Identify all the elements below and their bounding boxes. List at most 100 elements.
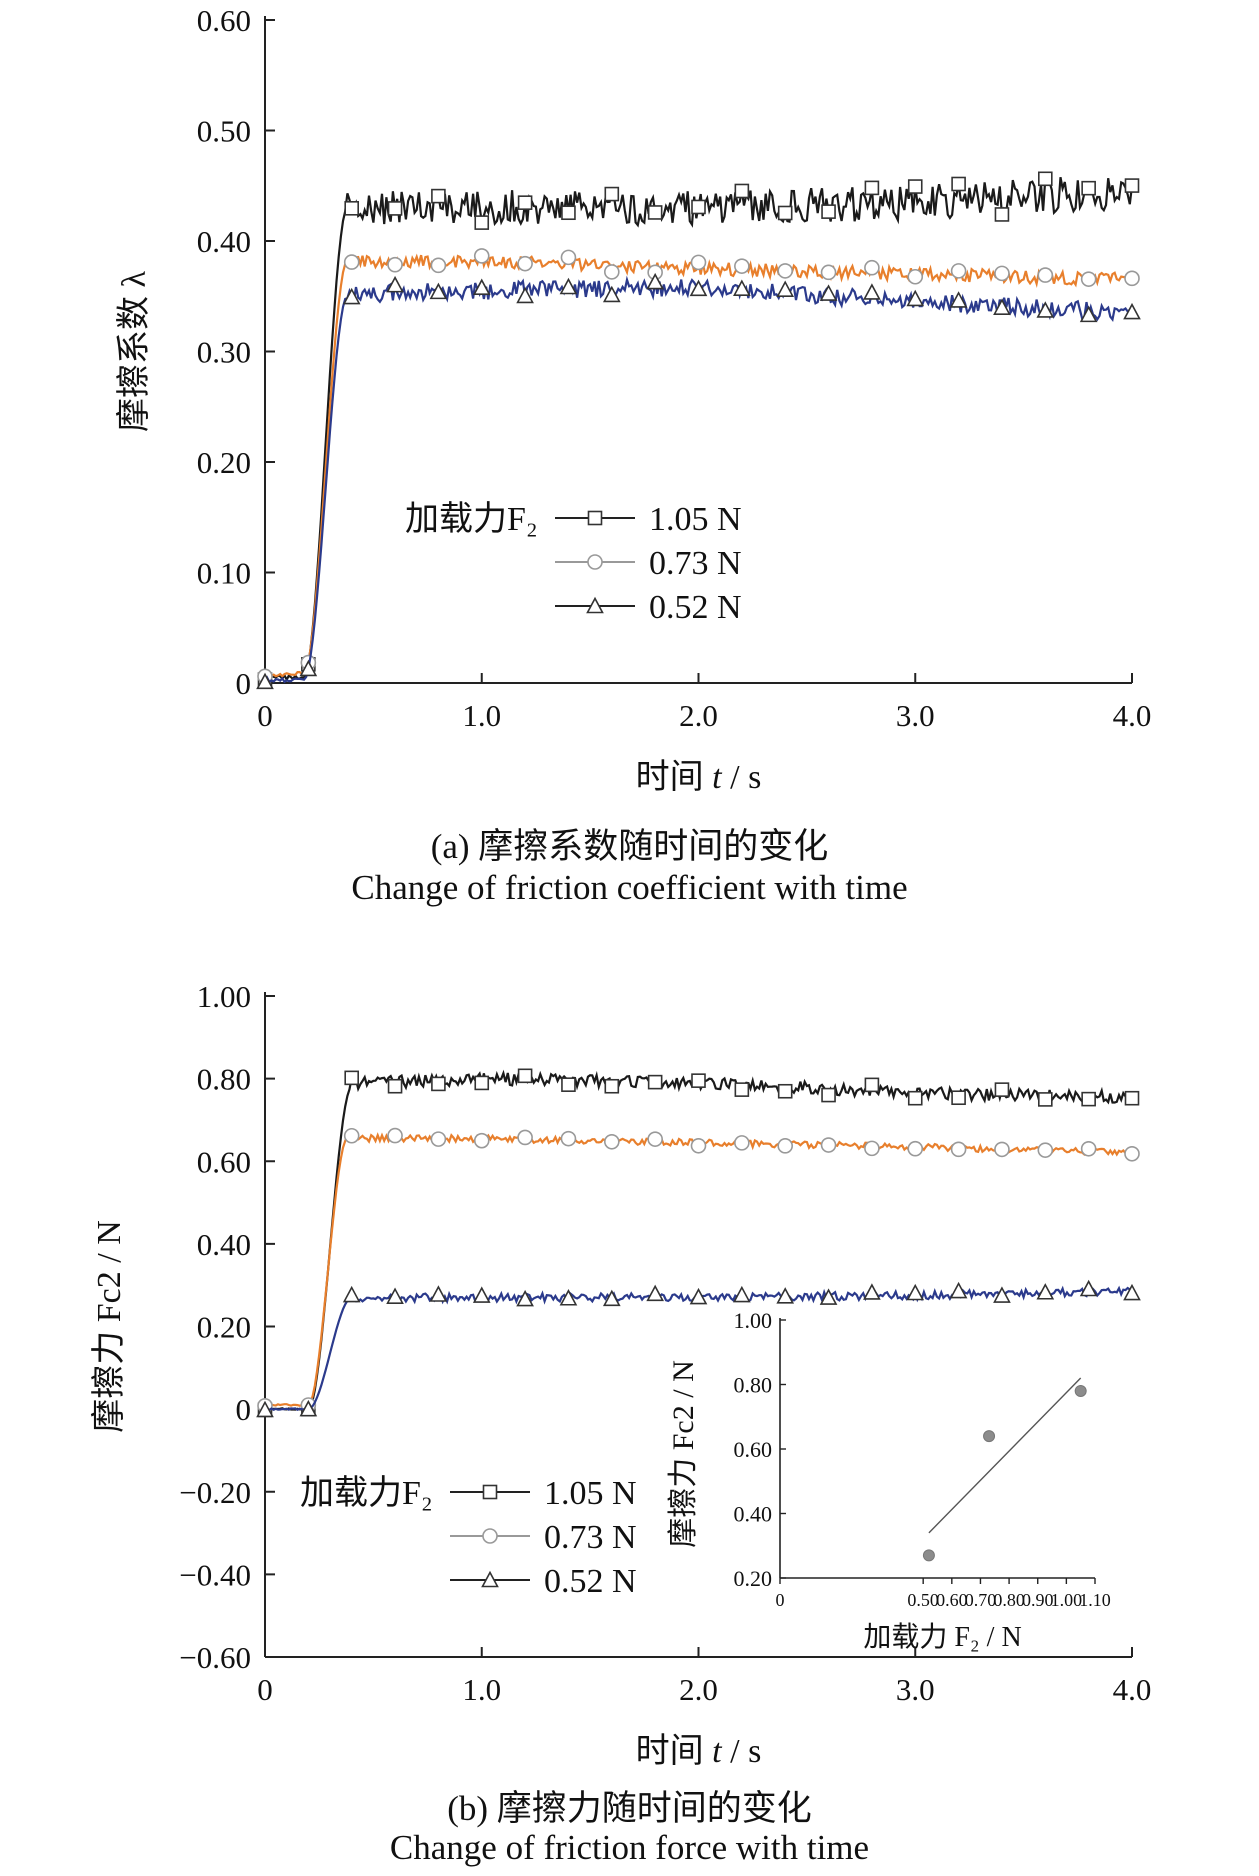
chart-b-series-line (264, 1069, 1133, 1411)
chart-b-series-marker (906, 1283, 925, 1301)
chart-b-series-marker (560, 1130, 577, 1147)
chart-a-series-marker (907, 179, 923, 194)
chart-b-series-marker (473, 1132, 490, 1149)
inset-x-tick-label: 0 (776, 1590, 785, 1610)
legend-label: 0.73 N (649, 545, 742, 582)
chart-a-series-marker (777, 205, 793, 221)
chart-a-series-marker (1123, 302, 1141, 320)
chart-b-series-marker (1080, 1140, 1097, 1157)
chart-b-series-marker (646, 1284, 664, 1302)
chart-b-series-marker (604, 1078, 620, 1094)
chart-a-series-marker (1124, 270, 1140, 287)
inset-fit-line (928, 1377, 1082, 1534)
chart-b-series-marker (474, 1075, 490, 1091)
inset-y-tick-label: 0.60 (734, 1437, 773, 1462)
chart-b-series-marker (256, 1400, 274, 1418)
chart-a-series-marker (733, 279, 751, 296)
chart-b-y-label: 摩擦力 Fc2 / N (90, 1220, 128, 1433)
chart-b-series-marker (647, 1131, 663, 1147)
chart-b-series-marker (777, 1138, 794, 1154)
chart-a-series-marker (951, 176, 966, 192)
chart-b-y-tick-label: 0 (236, 1392, 252, 1427)
chart-a-series-marker (734, 258, 750, 274)
chart-a-series-marker (863, 283, 881, 300)
chart-b-series-marker (951, 1090, 966, 1106)
inset-y-tick-label: 1.00 (734, 1308, 773, 1333)
chart-b-series-marker (949, 1281, 968, 1299)
legend-label: 0.73 N (544, 1519, 637, 1556)
chart-a-series-marker (950, 263, 967, 279)
legend-title: 加载力F₂ (405, 500, 538, 538)
chart-b-series-marker (690, 1137, 707, 1154)
chart-b-series-marker (734, 1135, 750, 1151)
chart-b-y-tick-label: −0.40 (179, 1557, 251, 1592)
chart-a-series-marker (602, 285, 621, 303)
chart-a-x-tick-label: 0 (257, 698, 273, 733)
chart-b-series-marker (994, 1082, 1010, 1097)
chart-a-series-marker (906, 289, 925, 307)
chart-b-y-tick-label: 1.00 (197, 979, 251, 1014)
chart-b-x-label: 时间 t / s (636, 1733, 762, 1770)
chart-a-x-tick-label: 2.0 (679, 698, 718, 733)
chart-a-series-marker (386, 275, 404, 293)
chart-a-series-marker (516, 286, 534, 304)
chart-b-series-marker (517, 1068, 533, 1084)
chart-b-series-marker (516, 1289, 534, 1307)
chart-a-series-marker (299, 659, 318, 677)
chart-a-series-marker (734, 183, 750, 199)
legend-swatch-marker (587, 510, 603, 526)
chart-a-x-tick-label: 1.0 (462, 698, 501, 733)
chart-a-series-marker (604, 186, 620, 202)
inset-y-tick-label: 0.80 (734, 1373, 773, 1398)
chart-b-series-marker (777, 1083, 793, 1099)
chart-a-y-tick-label: 0.40 (197, 224, 251, 259)
chart-a-y-tick-label: 0.30 (197, 335, 251, 370)
chart-b-series-marker (821, 1087, 836, 1103)
chart-a-y-tick-label: 0.60 (197, 3, 251, 38)
chart-a-series-marker (690, 254, 707, 271)
chart-b-series-marker (776, 1287, 795, 1304)
chart-b-series-marker (431, 1076, 446, 1092)
chart-a-series-marker (561, 205, 576, 221)
chart-b-series-marker (1079, 1279, 1098, 1297)
chart-b-series-marker (430, 1131, 447, 1147)
chart-b-series-marker (1037, 1142, 1054, 1158)
inset-x-tick-label: 0.50 (907, 1590, 939, 1610)
chart-b-series-marker (561, 1077, 576, 1092)
chart-b-series-marker (950, 1141, 967, 1158)
chart-a-series-marker (256, 672, 274, 690)
chart-a-series-marker (603, 264, 620, 280)
chart-b-series-marker (1124, 1090, 1140, 1106)
chart-a-series-marker (821, 204, 836, 219)
chart-a-series-marker (949, 291, 968, 308)
legend-label: 0.52 N (544, 1563, 637, 1600)
inset-x-tick-label: 1.00 (1051, 1590, 1083, 1610)
chart-b-series-marker (907, 1090, 923, 1106)
chart-b-series-marker (429, 1285, 448, 1302)
inset-data-point (1074, 1384, 1087, 1397)
chart-a-series-marker (691, 199, 706, 215)
chart-b-y-tick-label: −0.60 (179, 1640, 251, 1675)
chart-a-series-marker (473, 248, 490, 264)
chart-a-series-marker (864, 180, 880, 196)
chart-b-series-marker (993, 1286, 1011, 1303)
chart-a-series-marker (864, 259, 880, 276)
caption-b-chinese: (b) 摩擦力随时间的变化 (447, 1789, 812, 1828)
chart-b-series-marker (299, 1399, 318, 1417)
chart-a-series-marker (517, 255, 533, 272)
chart-a-series-marker (342, 287, 361, 305)
chart-a-y-tick-label: 0 (236, 666, 252, 701)
chart-b-series-marker (689, 1287, 708, 1305)
chart-a-series-marker (994, 207, 1010, 222)
chart-a-x-label: 时间 t / s (636, 759, 762, 796)
chart-b-legend: 加载力F₂ 1.05 N 0.73 N 0.52 N (300, 1474, 637, 1600)
inset-y-tick-label: 0.40 (734, 1502, 773, 1527)
chart-b-series-marker (517, 1129, 533, 1146)
legend-swatch-marker (586, 596, 604, 614)
inset-x-tick-label: 1.10 (1079, 1590, 1111, 1610)
chart-a-series-marker (1038, 171, 1053, 187)
chart-b-series-marker (691, 1073, 706, 1088)
chart-b-series-marker (387, 1078, 403, 1094)
inset-data-point (983, 1430, 996, 1443)
